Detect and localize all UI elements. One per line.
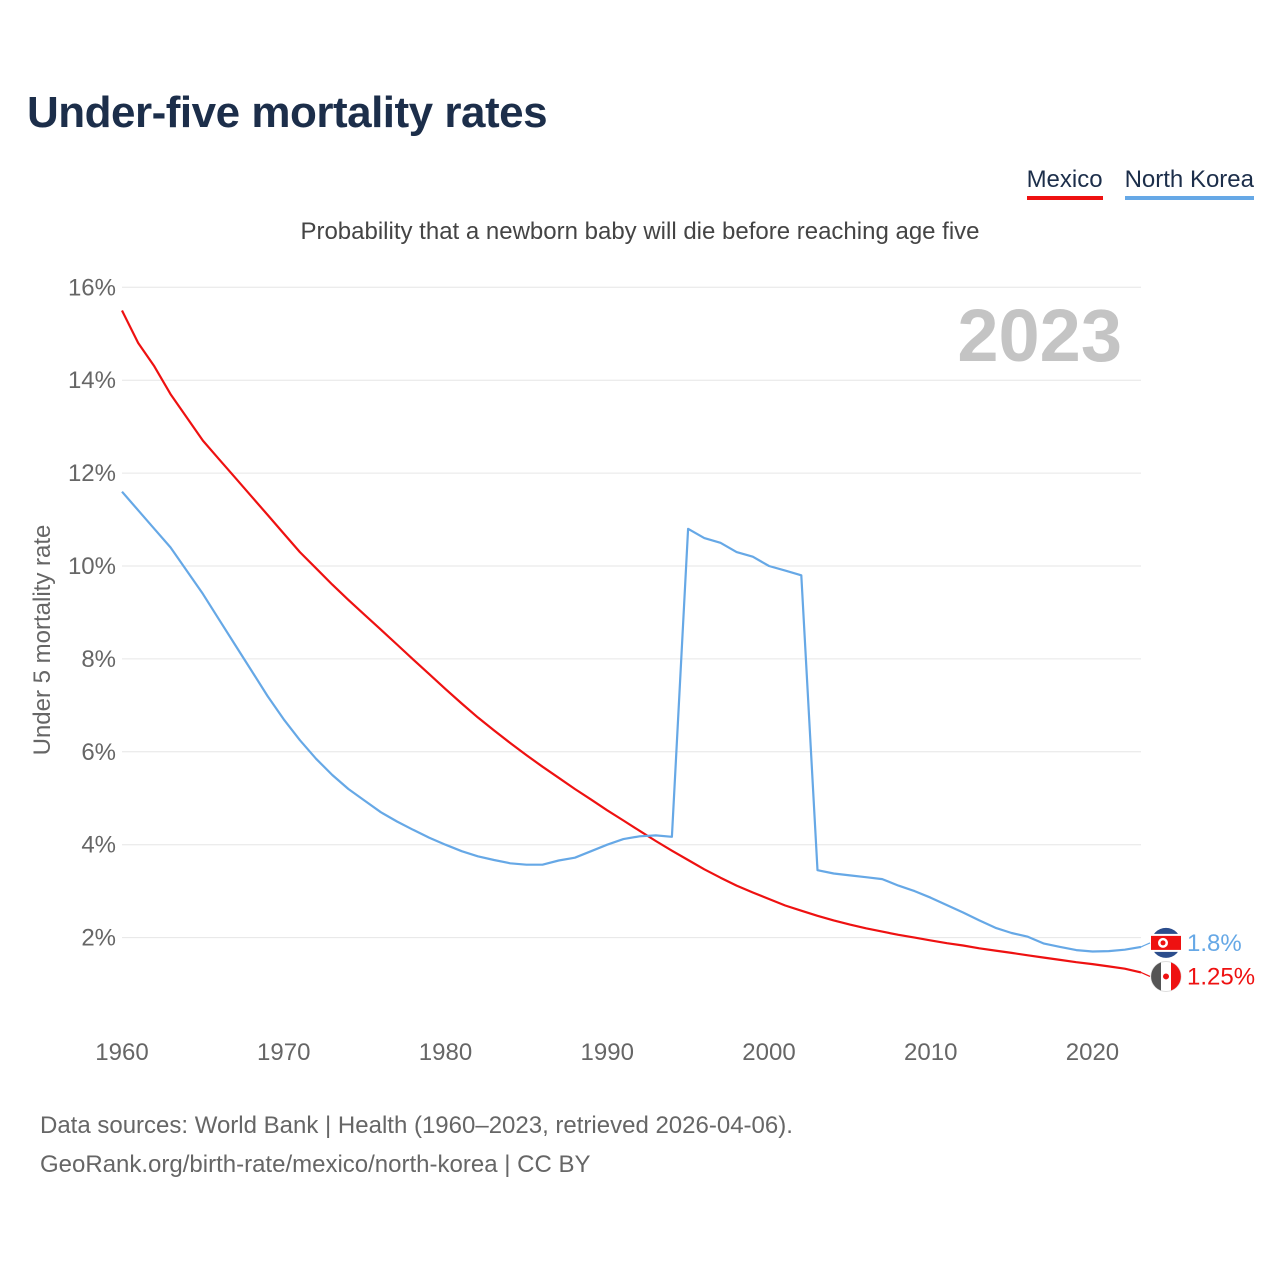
end-value-label: 1.8% bbox=[1187, 930, 1242, 957]
y-tick-label: 2% bbox=[81, 925, 116, 952]
legend: Mexico North Korea bbox=[1026, 166, 1254, 200]
end-value-label: 1.25% bbox=[1187, 963, 1255, 990]
flag-north-korea-icon bbox=[1151, 927, 1181, 958]
y-tick-label: 8% bbox=[81, 646, 116, 673]
chart-subtitle: Probability that a newborn baby will die… bbox=[300, 218, 980, 245]
x-tick-label: 1980 bbox=[419, 1039, 472, 1066]
flag-star bbox=[1160, 940, 1166, 946]
flag-mexico-icon bbox=[1150, 960, 1182, 992]
x-tick-label: 2020 bbox=[1066, 1039, 1119, 1066]
y-tick-label: 4% bbox=[81, 832, 116, 859]
x-tick-label: 1960 bbox=[95, 1039, 148, 1066]
y-tick-label: 14% bbox=[68, 367, 116, 394]
y-axis-label: Under 5 mortality rate bbox=[29, 525, 56, 756]
end-connector bbox=[1140, 971, 1151, 977]
series-line-north-korea[interactable] bbox=[121, 490, 1142, 953]
legend-item-north-korea[interactable]: North Korea bbox=[1124, 166, 1254, 200]
footer: Data sources: World Bank | Health (1960–… bbox=[40, 1106, 793, 1184]
end-connector bbox=[1140, 942, 1151, 948]
x-tick-label: 2000 bbox=[742, 1039, 795, 1066]
footer-link[interactable]: GeoRank.org/birth-rate/mexico/north-kore… bbox=[40, 1151, 591, 1178]
series-line-mexico[interactable] bbox=[121, 310, 1142, 974]
y-tick-label: 6% bbox=[81, 739, 116, 766]
flag-stripe-right bbox=[1171, 962, 1181, 991]
chart-title: Under-five mortality rates bbox=[27, 88, 548, 137]
x-tick-label: 1970 bbox=[257, 1039, 310, 1066]
y-tick-label: 16% bbox=[68, 274, 116, 301]
footer-source: Data sources: World Bank | Health (1960–… bbox=[40, 1112, 793, 1139]
x-tick-label: 2010 bbox=[904, 1039, 957, 1066]
flag-emblem bbox=[1163, 973, 1169, 980]
year-label: 2023 bbox=[957, 294, 1122, 377]
y-tick-label: 10% bbox=[68, 553, 116, 580]
y-tick-label: 12% bbox=[68, 460, 116, 487]
legend-item-mexico[interactable]: Mexico bbox=[1026, 166, 1103, 200]
flag-stripe-left bbox=[1151, 962, 1161, 991]
x-tick-label: 1990 bbox=[581, 1039, 634, 1066]
